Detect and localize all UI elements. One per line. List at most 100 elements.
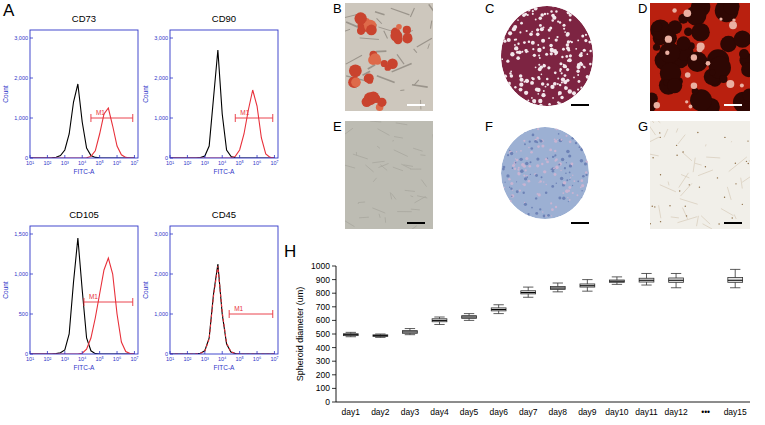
x-tick — [117, 351, 118, 354]
texture — [535, 19, 537, 21]
gate-end — [83, 298, 84, 306]
x-tick-label: 10³ — [61, 356, 69, 362]
texture — [522, 218, 523, 219]
texture — [345, 128, 353, 135]
x-tick-label: 10² — [183, 356, 191, 362]
y-tick-label: 300 — [316, 356, 330, 366]
texture — [501, 58, 503, 60]
panel-label: F — [485, 119, 493, 134]
texture — [548, 37, 550, 39]
texture — [509, 187, 511, 189]
x-tick-label: day2 — [371, 407, 390, 417]
texture — [556, 183, 557, 184]
texture — [532, 134, 535, 137]
texture — [531, 97, 533, 99]
texture — [524, 143, 526, 145]
y-tick-label: 1000 — [311, 261, 330, 271]
texture — [508, 82, 511, 85]
x-tick — [170, 351, 171, 354]
texture — [522, 14, 525, 17]
texture — [359, 217, 369, 219]
texture — [562, 24, 565, 27]
texture — [527, 100, 529, 102]
gate-end — [132, 114, 133, 122]
y-tick-label: 1,000 — [154, 311, 168, 317]
texture — [531, 31, 533, 33]
texture — [706, 157, 720, 159]
texture — [724, 137, 725, 138]
texture — [577, 74, 579, 76]
texture — [532, 77, 535, 80]
texture — [653, 44, 660, 51]
texture — [545, 53, 548, 56]
texture — [659, 132, 660, 133]
texture — [547, 83, 550, 86]
texture — [577, 39, 579, 41]
texture — [528, 147, 530, 149]
x-tick — [257, 351, 258, 354]
texture — [527, 216, 530, 219]
gate-label: M1 — [240, 109, 249, 116]
texture — [546, 161, 549, 164]
y-tick-label: 0 — [165, 155, 168, 161]
x-tick — [64, 351, 65, 354]
texture — [565, 190, 568, 193]
texture — [514, 168, 516, 170]
box — [580, 284, 595, 287]
texture — [510, 7, 512, 9]
texture — [559, 139, 563, 143]
texture — [563, 64, 567, 68]
texture — [580, 127, 583, 130]
texture — [588, 41, 591, 44]
texture — [539, 208, 541, 210]
x-tick — [204, 351, 205, 354]
texture — [537, 193, 539, 195]
texture — [569, 140, 572, 143]
texture — [524, 177, 527, 180]
texture — [501, 127, 589, 219]
gate-end — [272, 114, 273, 122]
micrograph-ground — [497, 121, 597, 229]
texture — [687, 52, 707, 72]
box — [639, 278, 654, 282]
texture — [582, 175, 585, 178]
texture — [537, 88, 541, 92]
texture — [573, 77, 575, 79]
texture — [677, 217, 697, 223]
texture — [561, 158, 564, 161]
texture — [526, 49, 528, 51]
y-tick — [332, 266, 336, 267]
texture — [568, 89, 572, 93]
box — [462, 316, 477, 319]
texture — [678, 135, 685, 144]
texture — [501, 82, 505, 86]
texture — [504, 218, 505, 219]
texture — [705, 166, 706, 167]
texture — [508, 100, 512, 104]
texture — [586, 76, 589, 79]
texture — [729, 157, 747, 172]
y-tick — [170, 234, 173, 235]
texture — [530, 5, 534, 9]
texture — [509, 15, 512, 18]
plot-frame — [30, 226, 138, 354]
texture — [510, 52, 514, 56]
texture — [520, 169, 524, 173]
texture — [748, 163, 749, 164]
texture — [579, 62, 582, 65]
texture — [580, 87, 582, 89]
texture — [526, 176, 528, 178]
texture — [742, 204, 743, 205]
y-tick-label: 2,000 — [154, 75, 168, 81]
texture — [535, 212, 538, 215]
texture — [410, 8, 414, 17]
micrograph-ground — [650, 121, 750, 229]
texture — [566, 162, 567, 163]
texture — [560, 177, 563, 180]
texture — [549, 44, 553, 48]
texture — [682, 151, 683, 152]
texture — [530, 161, 532, 163]
texture — [503, 75, 505, 77]
panel-label: H — [284, 242, 296, 261]
texture — [543, 90, 545, 92]
